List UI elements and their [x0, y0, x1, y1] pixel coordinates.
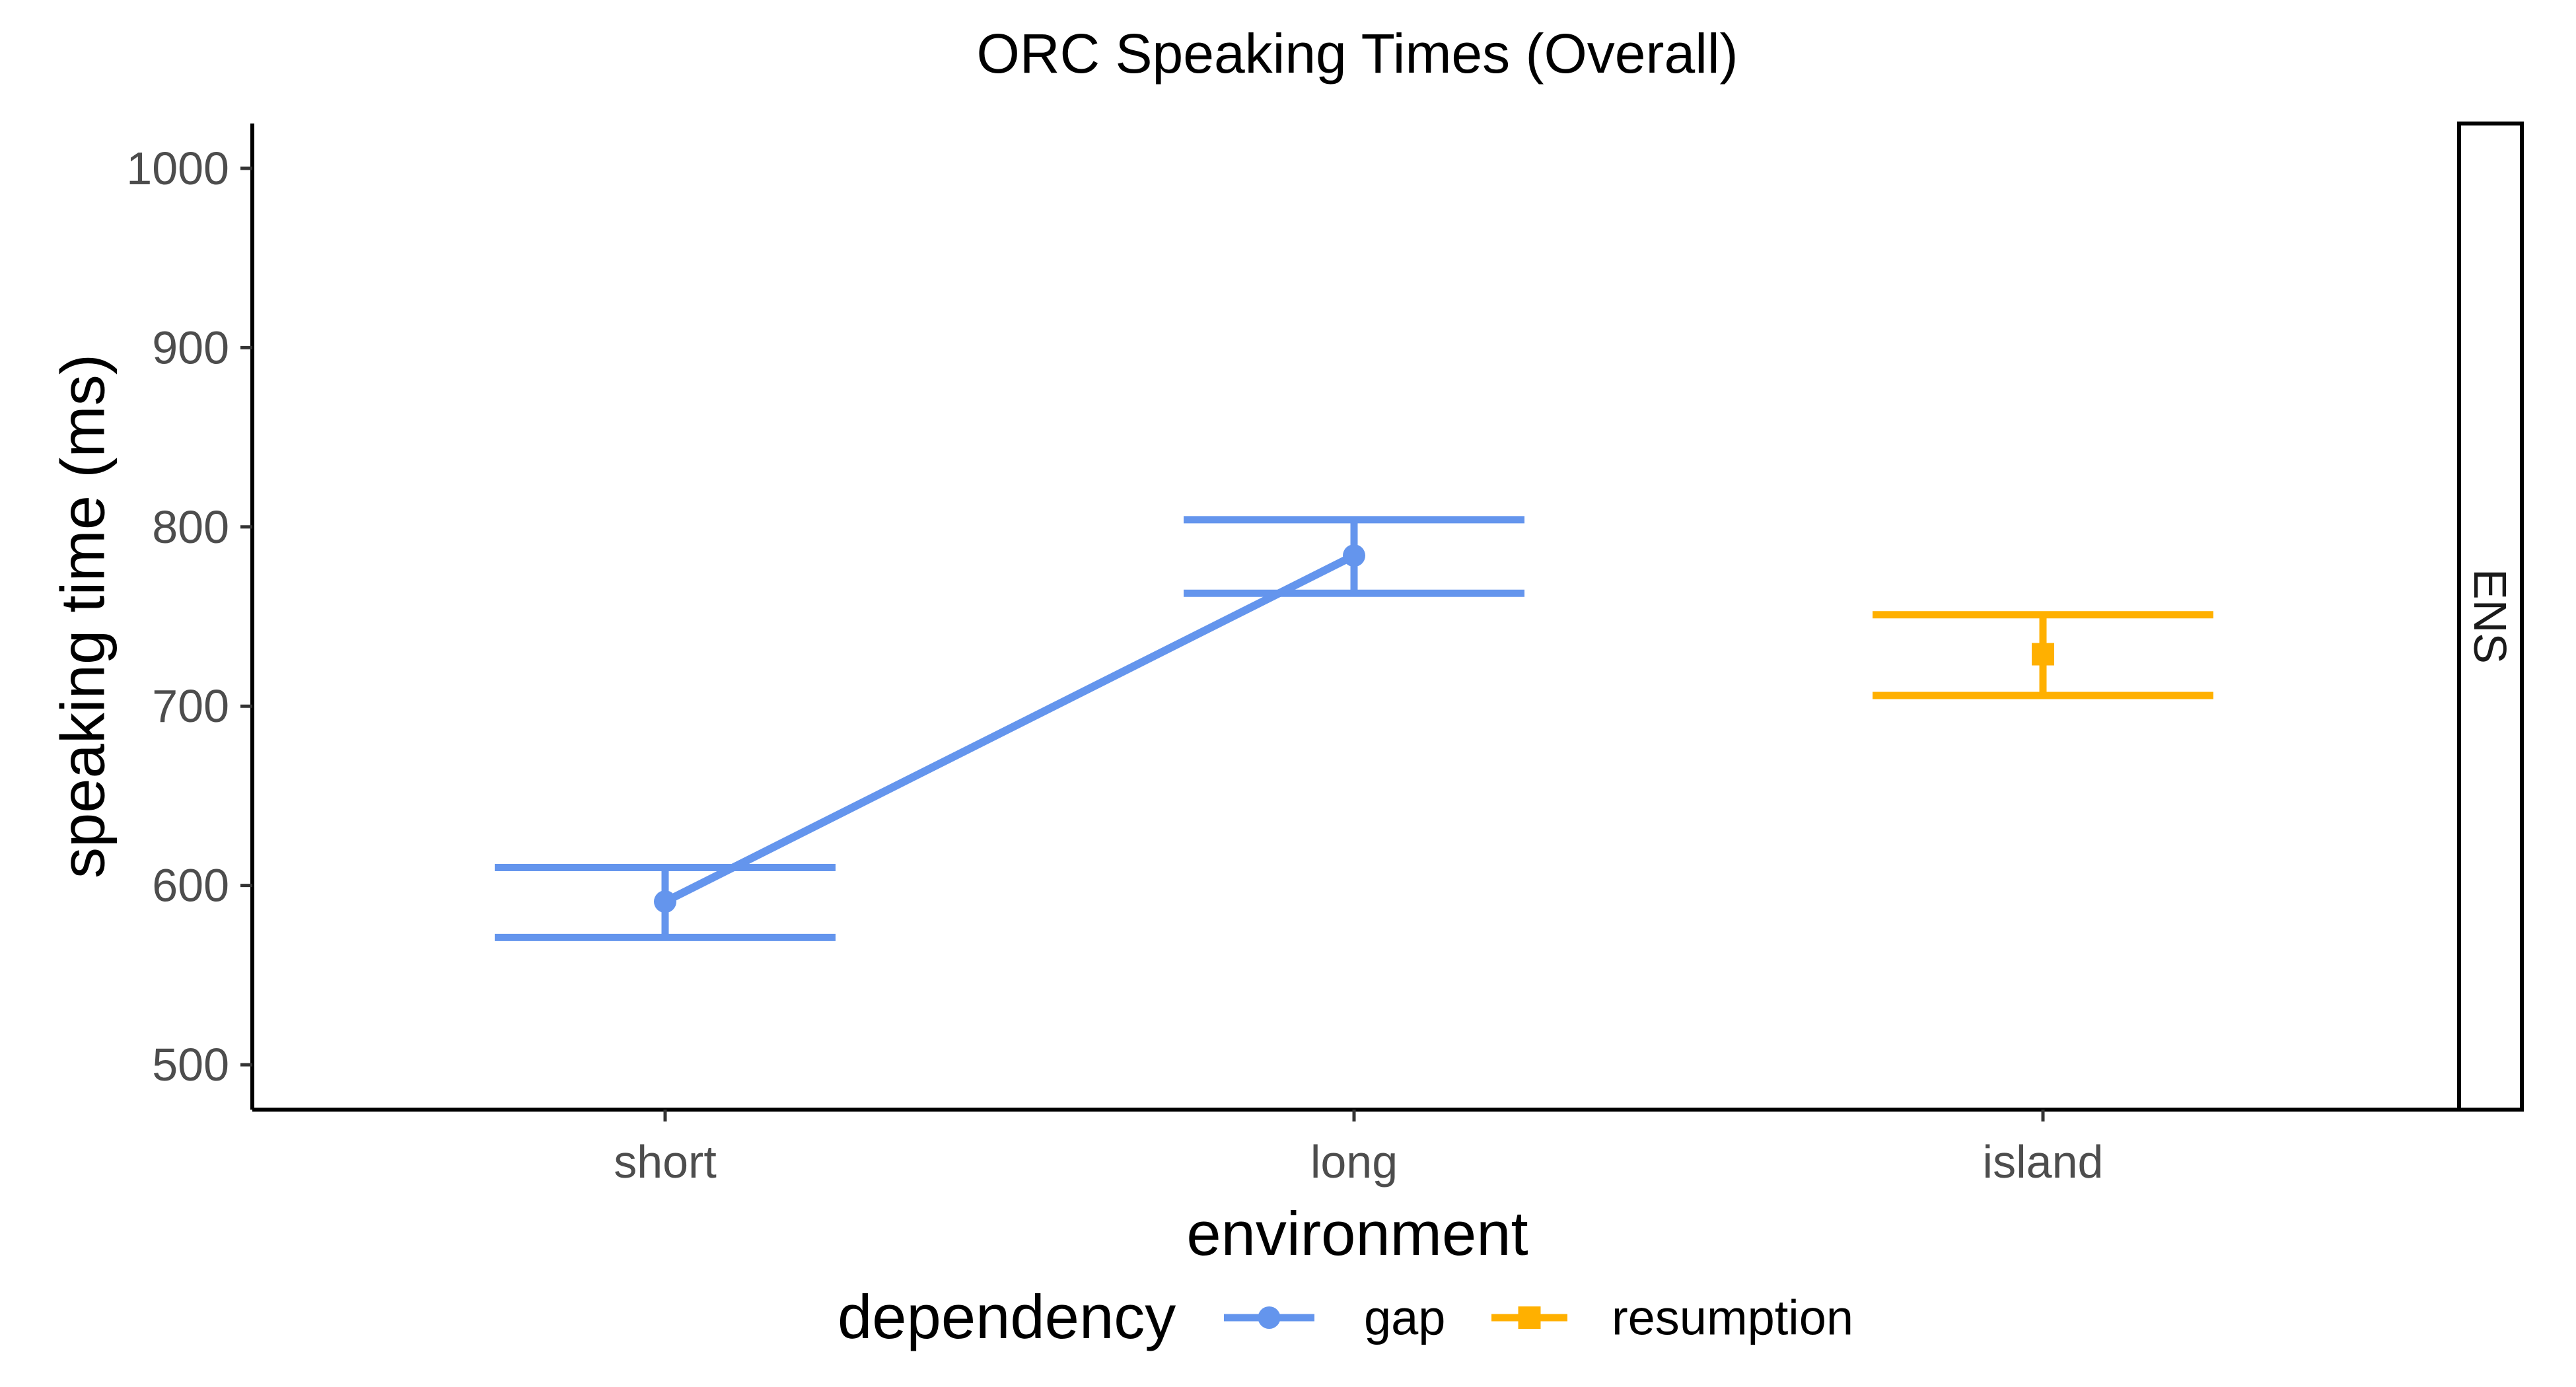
legend-key-marker — [1258, 1306, 1281, 1329]
y-tick-label: 500 — [152, 1039, 229, 1090]
x-tick-label: long — [1310, 1136, 1398, 1188]
y-tick-label: 600 — [152, 860, 229, 911]
x-axis-title: environment — [1186, 1199, 1528, 1268]
y-axis-title: speaking time (ms) — [48, 354, 118, 878]
chart-title: ORC Speaking Times (Overall) — [977, 22, 1738, 85]
y-tick-label: 900 — [152, 322, 229, 373]
y-tick-label: 1000 — [126, 143, 229, 194]
x-tick-label: island — [1983, 1136, 2104, 1188]
legend-title: dependency — [838, 1282, 1176, 1351]
plot-area — [495, 516, 2213, 941]
series-resumption — [1873, 611, 2213, 699]
series-line — [663, 551, 1356, 906]
data-point — [654, 890, 676, 913]
legend-key-marker — [1518, 1306, 1541, 1329]
legend: dependency gap resumption — [838, 1282, 1853, 1351]
data-point — [1343, 544, 1365, 567]
legend-label: resumption — [1612, 1291, 1853, 1345]
x-tick-label: short — [614, 1136, 717, 1188]
legend-label: gap — [1364, 1291, 1445, 1345]
facet-strip-label: ENS — [2464, 569, 2516, 664]
y-tick-label: 800 — [152, 501, 229, 553]
facet-strip-box — [2457, 122, 2524, 1112]
y-tick-label: 700 — [152, 680, 229, 732]
legend-item-resumption: resumption — [1491, 1291, 1853, 1345]
legend-item-gap: gap — [1224, 1291, 1445, 1345]
facet-strip: ENS — [2457, 122, 2524, 1112]
axes: 500 600 700 800 900 1000 short long island — [126, 124, 2459, 1188]
data-point — [2032, 643, 2054, 666]
series-gap — [495, 516, 1524, 941]
